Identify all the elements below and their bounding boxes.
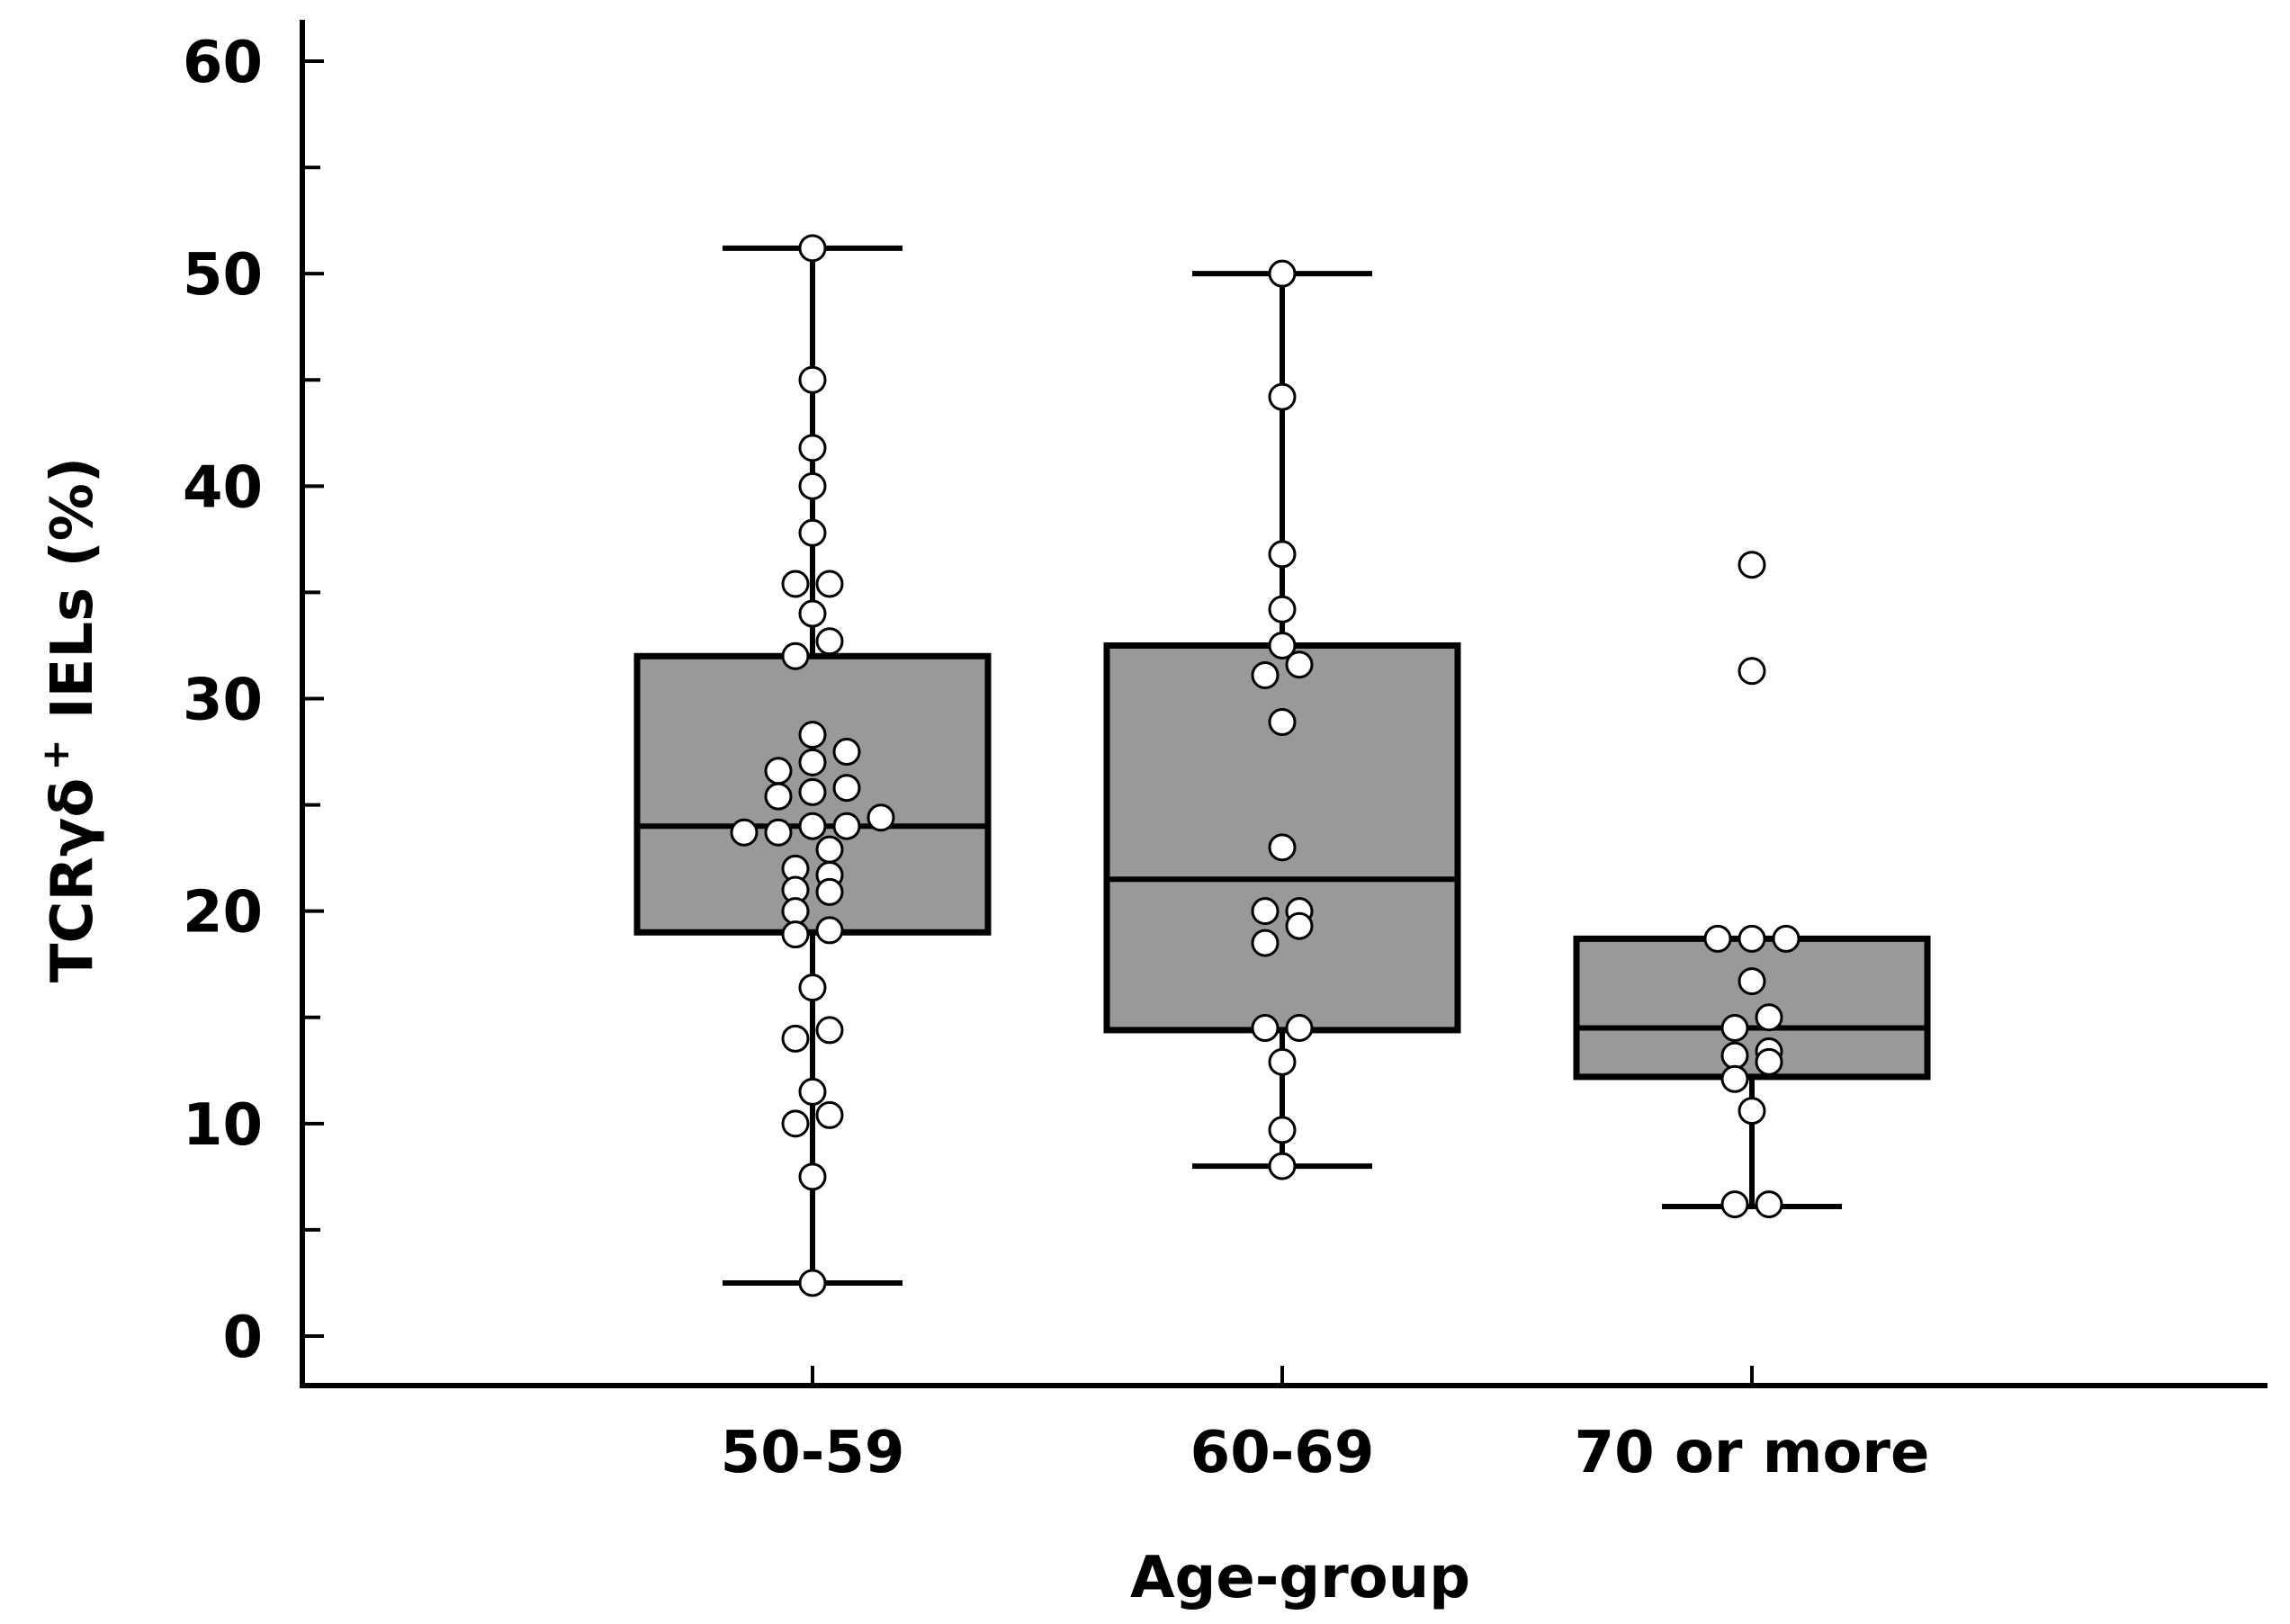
data-point bbox=[798, 1269, 827, 1297]
data-point bbox=[1738, 657, 1766, 686]
points-layer bbox=[730, 234, 1801, 1297]
data-point bbox=[781, 570, 810, 598]
data-point bbox=[1268, 631, 1297, 659]
y-tick-label: 0 bbox=[222, 1305, 263, 1371]
y-tick-label: 10 bbox=[183, 1092, 263, 1159]
data-point bbox=[1738, 924, 1766, 953]
data-point bbox=[798, 471, 827, 500]
data-point bbox=[1755, 1190, 1783, 1219]
data-point bbox=[798, 365, 827, 394]
data-point bbox=[730, 818, 759, 847]
data-point bbox=[1268, 833, 1297, 862]
data-point bbox=[798, 1162, 827, 1191]
data-point bbox=[764, 757, 793, 785]
x-tick-label: 70 or more bbox=[1575, 1420, 1930, 1486]
data-point bbox=[1268, 382, 1297, 411]
data-point bbox=[815, 1016, 844, 1045]
data-point bbox=[1703, 924, 1732, 953]
data-point bbox=[798, 234, 827, 263]
data-point bbox=[798, 599, 827, 628]
data-point bbox=[1738, 1097, 1766, 1126]
data-point bbox=[798, 1077, 827, 1106]
x-axis-title: Age-group bbox=[1130, 1545, 1470, 1611]
y-axis-title-main: TCRγδ bbox=[40, 778, 106, 982]
data-point bbox=[1251, 661, 1280, 690]
data-point bbox=[1268, 1047, 1297, 1076]
y-axis-title-rest: IELs (%) bbox=[40, 457, 106, 740]
data-point bbox=[764, 818, 793, 847]
data-point bbox=[1268, 540, 1297, 569]
data-point bbox=[764, 782, 793, 811]
data-point bbox=[1268, 595, 1297, 624]
data-point bbox=[1720, 1064, 1749, 1093]
data-point bbox=[798, 748, 827, 776]
data-point bbox=[798, 518, 827, 547]
boxes-layer bbox=[633, 245, 1931, 1286]
data-point bbox=[781, 642, 810, 670]
data-point bbox=[1268, 259, 1297, 288]
data-point bbox=[1772, 924, 1801, 953]
data-point bbox=[798, 721, 827, 749]
data-point bbox=[781, 897, 810, 926]
data-point bbox=[1268, 1116, 1297, 1144]
data-point bbox=[1251, 1014, 1280, 1043]
data-point bbox=[815, 877, 844, 906]
y-tick-label: 20 bbox=[183, 880, 263, 947]
y-tick-label: 40 bbox=[183, 454, 263, 521]
data-point bbox=[1720, 1014, 1749, 1043]
data-point bbox=[832, 774, 861, 803]
data-point bbox=[815, 916, 844, 945]
box-iqr bbox=[1573, 935, 1931, 1081]
x-tick-label: 60-69 bbox=[1190, 1420, 1375, 1486]
data-point bbox=[781, 1024, 810, 1053]
data-point bbox=[798, 974, 827, 1002]
data-point bbox=[1720, 1190, 1749, 1219]
data-point bbox=[815, 627, 844, 656]
x-ticks-layer: 50-59 60-69 70 or more bbox=[721, 1366, 1930, 1486]
data-point bbox=[1285, 650, 1314, 679]
data-point bbox=[1738, 551, 1766, 579]
data-point bbox=[1268, 1152, 1297, 1180]
data-point bbox=[798, 434, 827, 462]
data-point bbox=[1755, 1047, 1783, 1076]
data-point bbox=[798, 812, 827, 840]
data-point bbox=[832, 812, 861, 840]
data-point bbox=[815, 1100, 844, 1129]
y-axis-title-sup: + bbox=[33, 739, 77, 770]
data-point bbox=[1720, 1041, 1749, 1070]
data-point bbox=[815, 570, 844, 598]
data-point bbox=[1251, 897, 1280, 926]
y-tick-label: 50 bbox=[183, 242, 263, 309]
y-axis-title: TCRγδ + IELs (%) bbox=[33, 457, 106, 982]
y-ticks-layer: 0 10 20 30 40 50 60 bbox=[183, 30, 324, 1371]
data-point bbox=[815, 835, 844, 864]
data-point bbox=[867, 803, 895, 832]
data-point bbox=[1268, 707, 1297, 736]
data-point bbox=[781, 920, 810, 949]
data-point bbox=[832, 738, 861, 767]
data-point bbox=[1285, 911, 1314, 940]
y-tick-label: 30 bbox=[183, 668, 263, 734]
data-point bbox=[781, 1109, 810, 1138]
data-point bbox=[1755, 1003, 1783, 1032]
y-tick-label: 60 bbox=[183, 30, 263, 96]
x-tick-label: 50-59 bbox=[721, 1420, 905, 1486]
data-point bbox=[1738, 967, 1766, 996]
data-point bbox=[1251, 929, 1280, 957]
data-point bbox=[1285, 1014, 1314, 1043]
data-point bbox=[798, 777, 827, 806]
